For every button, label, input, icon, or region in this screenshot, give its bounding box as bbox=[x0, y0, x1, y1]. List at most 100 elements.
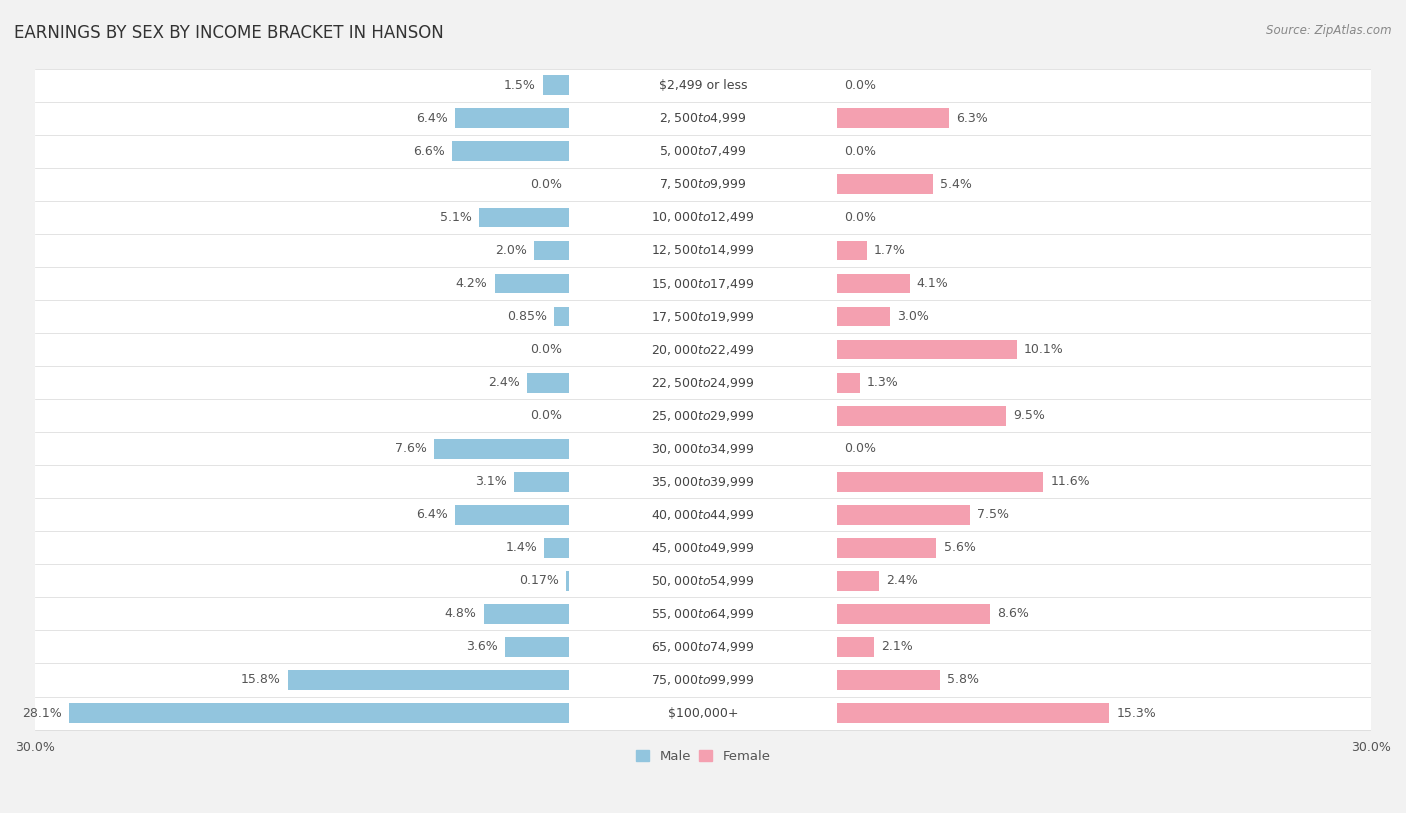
Bar bbox=[837, 538, 936, 558]
Text: $7,500 to $9,999: $7,500 to $9,999 bbox=[659, 177, 747, 191]
Legend: Male, Female: Male, Female bbox=[630, 745, 776, 768]
Text: 1.5%: 1.5% bbox=[503, 79, 536, 92]
Text: 28.1%: 28.1% bbox=[22, 706, 62, 720]
Text: 1.3%: 1.3% bbox=[868, 376, 898, 389]
Text: 8.6%: 8.6% bbox=[997, 607, 1029, 620]
Bar bbox=[534, 241, 569, 260]
Bar bbox=[35, 267, 1371, 300]
Bar bbox=[837, 108, 949, 128]
Text: $100,000+: $100,000+ bbox=[668, 706, 738, 720]
Text: 5.6%: 5.6% bbox=[943, 541, 976, 554]
Text: $12,500 to $14,999: $12,500 to $14,999 bbox=[651, 243, 755, 258]
Bar bbox=[69, 703, 569, 723]
Bar bbox=[35, 167, 1371, 201]
Bar bbox=[837, 340, 1017, 359]
Text: 2.4%: 2.4% bbox=[887, 574, 918, 587]
Bar bbox=[35, 433, 1371, 465]
Bar bbox=[837, 703, 1109, 723]
Bar bbox=[35, 598, 1371, 630]
Text: 0.0%: 0.0% bbox=[844, 442, 876, 455]
Text: 11.6%: 11.6% bbox=[1050, 476, 1090, 489]
Bar bbox=[451, 141, 569, 161]
Bar bbox=[837, 670, 941, 690]
Text: $55,000 to $64,999: $55,000 to $64,999 bbox=[651, 607, 755, 621]
Text: $20,000 to $22,499: $20,000 to $22,499 bbox=[651, 342, 755, 357]
Text: 3.1%: 3.1% bbox=[475, 476, 508, 489]
Bar bbox=[837, 571, 879, 591]
Text: $30,000 to $34,999: $30,000 to $34,999 bbox=[651, 441, 755, 456]
Text: 1.4%: 1.4% bbox=[506, 541, 537, 554]
Text: $17,500 to $19,999: $17,500 to $19,999 bbox=[651, 310, 755, 324]
Text: 5.8%: 5.8% bbox=[948, 673, 979, 686]
Bar bbox=[837, 472, 1043, 492]
Bar bbox=[478, 207, 569, 228]
Bar bbox=[567, 571, 569, 591]
Text: 1.7%: 1.7% bbox=[875, 244, 905, 257]
Bar bbox=[35, 465, 1371, 498]
Bar bbox=[35, 399, 1371, 433]
Text: $45,000 to $49,999: $45,000 to $49,999 bbox=[651, 541, 755, 554]
Bar bbox=[35, 697, 1371, 729]
Text: 6.3%: 6.3% bbox=[956, 112, 988, 125]
Bar bbox=[35, 333, 1371, 366]
Text: 5.1%: 5.1% bbox=[440, 211, 471, 224]
Bar bbox=[837, 175, 932, 194]
Bar bbox=[527, 372, 569, 393]
Bar bbox=[35, 135, 1371, 167]
Text: 0.0%: 0.0% bbox=[844, 79, 876, 92]
Text: 4.8%: 4.8% bbox=[444, 607, 477, 620]
Bar bbox=[434, 439, 569, 459]
Bar bbox=[35, 630, 1371, 663]
Text: $2,499 or less: $2,499 or less bbox=[659, 79, 747, 92]
Text: 0.0%: 0.0% bbox=[844, 145, 876, 158]
Text: 2.0%: 2.0% bbox=[495, 244, 527, 257]
Text: 6.6%: 6.6% bbox=[413, 145, 444, 158]
Text: 6.4%: 6.4% bbox=[416, 508, 449, 521]
Text: 4.1%: 4.1% bbox=[917, 277, 949, 290]
Bar bbox=[495, 274, 569, 293]
Text: 4.2%: 4.2% bbox=[456, 277, 488, 290]
Bar bbox=[456, 108, 569, 128]
Bar bbox=[35, 663, 1371, 697]
Text: $50,000 to $54,999: $50,000 to $54,999 bbox=[651, 574, 755, 588]
Bar bbox=[837, 406, 1005, 425]
Bar bbox=[35, 69, 1371, 102]
Text: 7.5%: 7.5% bbox=[977, 508, 1010, 521]
Text: $75,000 to $99,999: $75,000 to $99,999 bbox=[651, 673, 755, 687]
Text: Source: ZipAtlas.com: Source: ZipAtlas.com bbox=[1267, 24, 1392, 37]
Text: 9.5%: 9.5% bbox=[1012, 409, 1045, 422]
Text: 15.8%: 15.8% bbox=[240, 673, 281, 686]
Bar bbox=[505, 637, 569, 657]
Bar bbox=[35, 300, 1371, 333]
Text: 7.6%: 7.6% bbox=[395, 442, 427, 455]
Text: $2,500 to $4,999: $2,500 to $4,999 bbox=[659, 111, 747, 125]
Bar bbox=[544, 538, 569, 558]
Text: 2.1%: 2.1% bbox=[882, 641, 912, 654]
Text: 2.4%: 2.4% bbox=[488, 376, 519, 389]
Bar bbox=[35, 234, 1371, 267]
Text: 5.4%: 5.4% bbox=[941, 178, 972, 191]
Bar bbox=[837, 307, 890, 327]
Text: 0.0%: 0.0% bbox=[844, 211, 876, 224]
Text: 0.0%: 0.0% bbox=[530, 409, 562, 422]
Bar bbox=[837, 505, 970, 524]
Text: 0.85%: 0.85% bbox=[508, 310, 547, 323]
Text: 3.6%: 3.6% bbox=[467, 641, 498, 654]
Bar bbox=[484, 604, 569, 624]
Text: $35,000 to $39,999: $35,000 to $39,999 bbox=[651, 475, 755, 489]
Bar bbox=[837, 604, 990, 624]
Bar bbox=[837, 372, 860, 393]
Bar bbox=[35, 102, 1371, 135]
Bar bbox=[837, 241, 868, 260]
Text: $40,000 to $44,999: $40,000 to $44,999 bbox=[651, 508, 755, 522]
Text: $65,000 to $74,999: $65,000 to $74,999 bbox=[651, 640, 755, 654]
Bar bbox=[515, 472, 569, 492]
Bar bbox=[35, 532, 1371, 564]
Text: $15,000 to $17,499: $15,000 to $17,499 bbox=[651, 276, 755, 290]
Text: 10.1%: 10.1% bbox=[1024, 343, 1063, 356]
Text: EARNINGS BY SEX BY INCOME BRACKET IN HANSON: EARNINGS BY SEX BY INCOME BRACKET IN HAN… bbox=[14, 24, 444, 42]
Bar bbox=[35, 498, 1371, 532]
Text: $25,000 to $29,999: $25,000 to $29,999 bbox=[651, 409, 755, 423]
Text: $5,000 to $7,499: $5,000 to $7,499 bbox=[659, 145, 747, 159]
Bar bbox=[35, 201, 1371, 234]
